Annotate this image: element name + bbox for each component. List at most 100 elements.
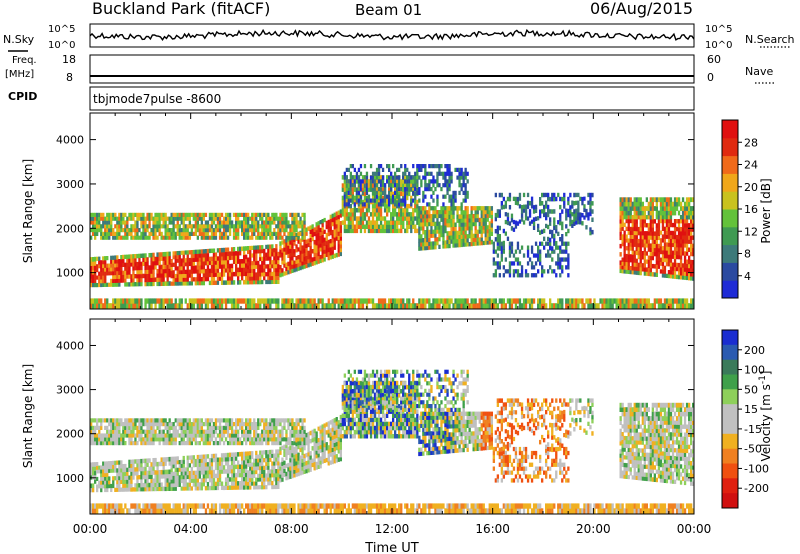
range-cell	[247, 265, 250, 270]
range-cell	[543, 204, 546, 210]
range-cell	[257, 298, 260, 304]
range-cell	[114, 425, 117, 430]
range-cell	[100, 298, 103, 304]
range-cell	[462, 183, 465, 188]
range-cell	[679, 215, 683, 220]
range-cell	[150, 261, 153, 266]
range-cell	[659, 261, 663, 266]
range-cell	[162, 461, 165, 467]
range-cell	[488, 225, 491, 230]
range-cell	[373, 224, 377, 229]
range-cell	[392, 216, 395, 221]
range-cell	[464, 222, 467, 227]
range-cell	[631, 234, 634, 239]
range-cell	[470, 303, 473, 309]
range-cell	[579, 196, 582, 201]
range-cell	[90, 441, 93, 446]
range-cell	[218, 276, 222, 281]
range-cell	[430, 179, 433, 184]
range-cell	[138, 425, 141, 430]
range-cell	[136, 224, 139, 229]
range-cell	[361, 212, 365, 217]
range-cell	[673, 226, 677, 232]
range-cell	[434, 303, 437, 309]
range-cell	[651, 235, 655, 240]
range-cell	[363, 183, 367, 188]
range-cell	[291, 264, 294, 269]
range-cell	[116, 220, 119, 225]
range-cell	[265, 212, 268, 217]
range-cell	[140, 422, 143, 427]
range-cell	[96, 303, 99, 309]
range-cell	[120, 270, 123, 275]
range-cell	[619, 260, 622, 265]
range-cell	[182, 258, 185, 263]
range-cell	[416, 171, 419, 176]
range-cell	[307, 258, 310, 264]
range-cell	[375, 228, 379, 234]
range-cell	[621, 226, 624, 231]
range-cell	[92, 216, 95, 221]
range-cell	[551, 196, 554, 202]
range-cell	[176, 258, 179, 263]
range-cell	[293, 241, 296, 246]
range-cell	[629, 218, 632, 224]
range-cell	[406, 212, 409, 217]
range-cell	[472, 298, 475, 304]
range-cell	[239, 212, 242, 217]
range-cell	[390, 228, 393, 234]
range-cell	[122, 425, 125, 430]
range-cell	[122, 508, 125, 514]
range-cell	[466, 194, 469, 199]
range-cell	[452, 214, 455, 219]
range-cell	[104, 279, 107, 284]
range-cell	[520, 273, 524, 278]
range-cell	[216, 248, 220, 253]
range-cell	[138, 261, 141, 267]
range-cell	[639, 238, 642, 244]
range-cell	[243, 224, 246, 229]
y-tick-label: 3000	[56, 178, 84, 191]
range-cell	[269, 279, 272, 285]
range-cell	[390, 198, 393, 203]
range-cell	[420, 179, 423, 184]
range-cell	[375, 208, 379, 213]
range-cell	[114, 476, 117, 481]
range-cell	[357, 167, 361, 172]
range-cell	[647, 263, 651, 268]
range-cell	[607, 303, 610, 309]
range-cell	[142, 441, 145, 446]
range-cell	[683, 271, 687, 276]
range-cell	[635, 215, 638, 220]
range-cell	[470, 237, 473, 243]
range-cell	[297, 266, 300, 271]
range-cell	[343, 228, 347, 234]
range-cell	[126, 220, 129, 225]
range-cell	[428, 179, 431, 184]
range-cell	[315, 226, 318, 231]
range-cell	[301, 303, 304, 309]
range-cell	[406, 175, 409, 180]
range-cell	[492, 298, 496, 304]
range-cell	[454, 194, 457, 199]
range-cell	[470, 298, 473, 304]
range-cell	[690, 239, 693, 244]
range-cell	[218, 252, 222, 257]
range-cell	[228, 251, 232, 256]
range-cell	[150, 273, 153, 278]
range-cell	[659, 303, 663, 309]
range-cell	[476, 303, 479, 309]
range-cell	[160, 224, 163, 229]
range-cell	[543, 236, 546, 241]
range-cell	[118, 231, 121, 236]
range-cell	[627, 298, 630, 304]
range-cell	[482, 210, 485, 215]
range-cell	[255, 257, 258, 262]
range-cell	[142, 422, 145, 427]
range-cell	[478, 225, 481, 230]
range-cell	[104, 465, 107, 470]
range-cell	[667, 270, 671, 275]
range-cell	[633, 238, 636, 243]
range-cell	[414, 191, 417, 197]
range-cell	[484, 210, 487, 215]
